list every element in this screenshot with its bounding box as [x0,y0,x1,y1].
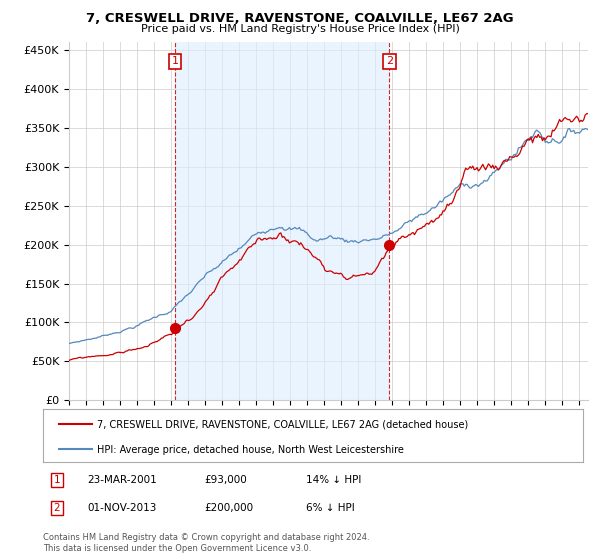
Text: 1: 1 [172,57,178,67]
Text: This data is licensed under the Open Government Licence v3.0.: This data is licensed under the Open Gov… [43,544,311,553]
Text: 23-MAR-2001: 23-MAR-2001 [87,475,157,485]
Text: £93,000: £93,000 [204,475,247,485]
Bar [175,42,389,400]
Text: 2: 2 [53,503,61,513]
Text: 01-NOV-2013: 01-NOV-2013 [87,503,157,513]
Text: 2: 2 [386,57,393,67]
Text: Price paid vs. HM Land Registry's House Price Index (HPI): Price paid vs. HM Land Registry's House … [140,24,460,34]
Text: 1: 1 [53,475,61,485]
Text: Contains HM Land Registry data © Crown copyright and database right 2024.: Contains HM Land Registry data © Crown c… [43,533,370,542]
Text: 7, CRESWELL DRIVE, RAVENSTONE, COALVILLE, LE67 2AG: 7, CRESWELL DRIVE, RAVENSTONE, COALVILLE… [86,12,514,25]
Text: HPI: Average price, detached house, North West Leicestershire: HPI: Average price, detached house, Nort… [97,445,404,455]
Text: 6% ↓ HPI: 6% ↓ HPI [306,503,355,513]
Text: 14% ↓ HPI: 14% ↓ HPI [306,475,361,485]
Text: 7, CRESWELL DRIVE, RAVENSTONE, COALVILLE, LE67 2AG (detached house): 7, CRESWELL DRIVE, RAVENSTONE, COALVILLE… [97,420,469,430]
Text: £200,000: £200,000 [204,503,253,513]
